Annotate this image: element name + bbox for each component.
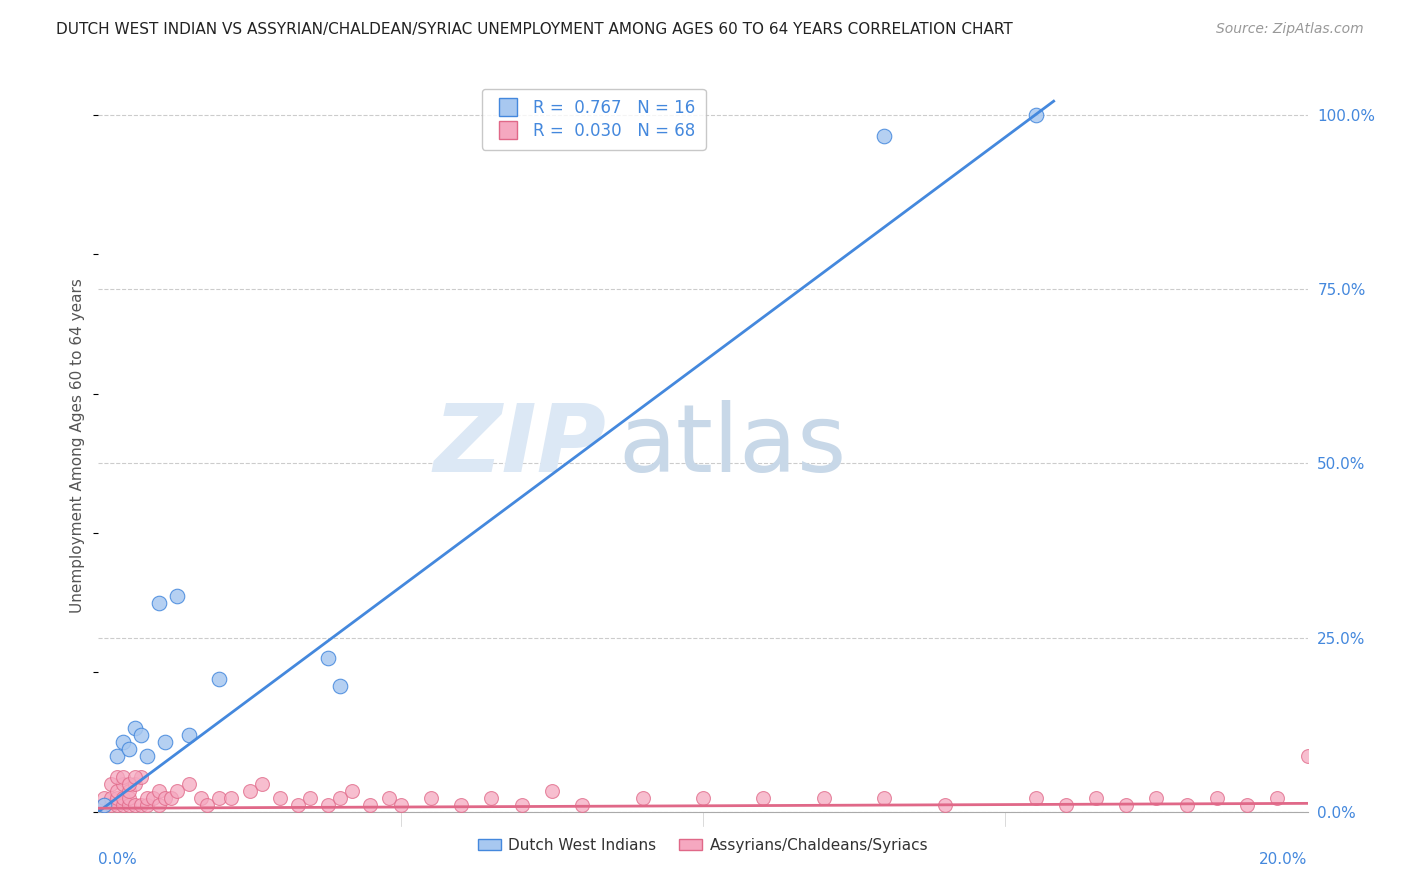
- Point: [316, 651, 339, 665]
- Point: [1175, 797, 1198, 812]
- Point: [160, 790, 183, 805]
- Point: [124, 770, 146, 784]
- Point: [93, 797, 115, 812]
- Point: [1085, 790, 1108, 805]
- Y-axis label: Unemployment Among Ages 60 to 64 years: Unemployment Among Ages 60 to 64 years: [70, 278, 86, 614]
- Point: [135, 749, 157, 764]
- Point: [124, 797, 146, 812]
- Point: [129, 770, 152, 784]
- Point: [873, 128, 896, 143]
- Point: [111, 770, 134, 784]
- Point: [1144, 790, 1167, 805]
- Point: [190, 790, 212, 805]
- Point: [813, 790, 835, 805]
- Point: [1296, 749, 1319, 764]
- Point: [752, 790, 775, 805]
- Text: DUTCH WEST INDIAN VS ASSYRIAN/CHALDEAN/SYRIAC UNEMPLOYMENT AMONG AGES 60 TO 64 Y: DUTCH WEST INDIAN VS ASSYRIAN/CHALDEAN/S…: [56, 22, 1012, 37]
- Point: [250, 777, 273, 791]
- Point: [377, 790, 399, 805]
- Point: [195, 797, 218, 812]
- Point: [100, 777, 122, 791]
- Point: [148, 797, 170, 812]
- Point: [135, 790, 157, 805]
- Point: [93, 797, 115, 812]
- Point: [105, 770, 128, 784]
- Point: [166, 589, 188, 603]
- Text: Source: ZipAtlas.com: Source: ZipAtlas.com: [1216, 22, 1364, 37]
- Point: [481, 790, 503, 805]
- Point: [153, 735, 176, 749]
- Point: [873, 790, 896, 805]
- Point: [329, 790, 352, 805]
- Point: [342, 784, 364, 798]
- Point: [148, 784, 170, 798]
- Text: 0.0%: 0.0%: [98, 852, 138, 867]
- Point: [1024, 790, 1046, 805]
- Point: [100, 797, 122, 812]
- Point: [631, 790, 654, 805]
- Point: [118, 742, 141, 756]
- Text: ZIP: ZIP: [433, 400, 606, 492]
- Point: [540, 784, 562, 798]
- Point: [1236, 797, 1258, 812]
- Point: [118, 777, 141, 791]
- Point: [510, 797, 533, 812]
- Point: [111, 790, 134, 805]
- Point: [93, 790, 115, 805]
- Point: [299, 790, 322, 805]
- Point: [135, 797, 157, 812]
- Point: [389, 797, 412, 812]
- Point: [1206, 790, 1229, 805]
- Point: [111, 797, 134, 812]
- Point: [153, 790, 176, 805]
- Point: [269, 790, 291, 805]
- Point: [1115, 797, 1137, 812]
- Point: [100, 790, 122, 805]
- Point: [287, 797, 309, 812]
- Point: [124, 721, 146, 735]
- Point: [316, 797, 339, 812]
- Point: [118, 797, 141, 812]
- Point: [179, 728, 201, 742]
- Point: [124, 777, 146, 791]
- Point: [105, 784, 128, 798]
- Point: [179, 777, 201, 791]
- Point: [208, 790, 231, 805]
- Point: [1054, 797, 1077, 812]
- Point: [208, 673, 231, 687]
- Point: [934, 797, 956, 812]
- Point: [105, 790, 128, 805]
- Point: [105, 749, 128, 764]
- Point: [105, 797, 128, 812]
- Point: [692, 790, 714, 805]
- Point: [450, 797, 472, 812]
- Point: [129, 797, 152, 812]
- Point: [360, 797, 382, 812]
- Point: [129, 728, 152, 742]
- Point: [118, 790, 141, 805]
- Point: [148, 596, 170, 610]
- Legend: Dutch West Indians, Assyrians/Chaldeans/Syriacs: Dutch West Indians, Assyrians/Chaldeans/…: [471, 831, 935, 859]
- Point: [1267, 790, 1289, 805]
- Point: [142, 790, 165, 805]
- Point: [111, 777, 134, 791]
- Point: [221, 790, 243, 805]
- Point: [329, 679, 352, 693]
- Point: [118, 784, 141, 798]
- Point: [1024, 108, 1046, 122]
- Point: [420, 790, 443, 805]
- Text: 20.0%: 20.0%: [1260, 852, 1308, 867]
- Text: atlas: atlas: [619, 400, 846, 492]
- Point: [571, 797, 593, 812]
- Point: [166, 784, 188, 798]
- Point: [111, 735, 134, 749]
- Point: [239, 784, 262, 798]
